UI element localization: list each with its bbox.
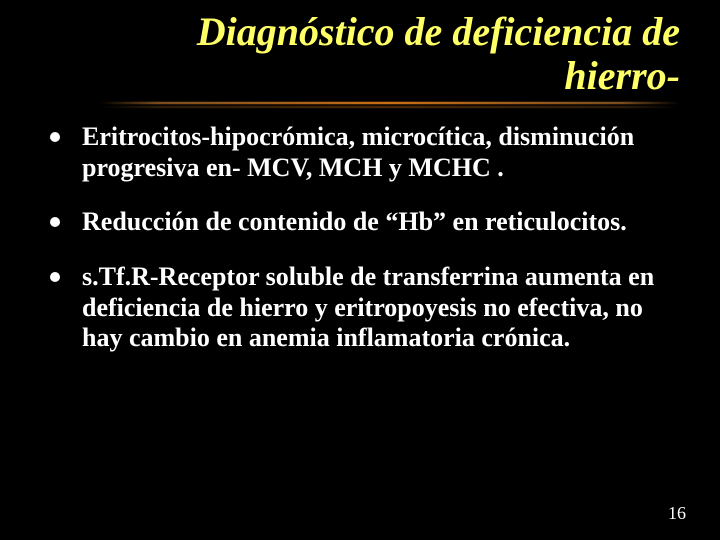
bullet-list: Eritrocitos-hipocrómica, microcítica, di…	[44, 122, 670, 354]
title-line-1: Diagnóstico de deficiencia de	[197, 9, 680, 54]
page-number: 16	[668, 503, 686, 524]
list-item: Eritrocitos-hipocrómica, microcítica, di…	[44, 122, 670, 183]
bullet-text: s.Tf.R-Receptor soluble de transferrina …	[82, 262, 654, 352]
gradient-rule	[100, 102, 680, 104]
slide-title: Diagnóstico de deficiencia de hierro-	[0, 0, 720, 98]
bullet-text: Reducción de contenido de “Hb” en reticu…	[82, 207, 627, 236]
list-item: s.Tf.R-Receptor soluble de transferrina …	[44, 262, 670, 354]
list-item: Reducción de contenido de “Hb” en reticu…	[44, 207, 670, 238]
bullet-text: Eritrocitos-hipocrómica, microcítica, di…	[82, 122, 634, 182]
content-area: Eritrocitos-hipocrómica, microcítica, di…	[0, 108, 720, 354]
title-underline	[0, 98, 720, 108]
title-line-2: hierro-	[564, 53, 680, 98]
slide: Diagnóstico de deficiencia de hierro- Er…	[0, 0, 720, 540]
gradient-rule-shadow	[100, 106, 680, 108]
